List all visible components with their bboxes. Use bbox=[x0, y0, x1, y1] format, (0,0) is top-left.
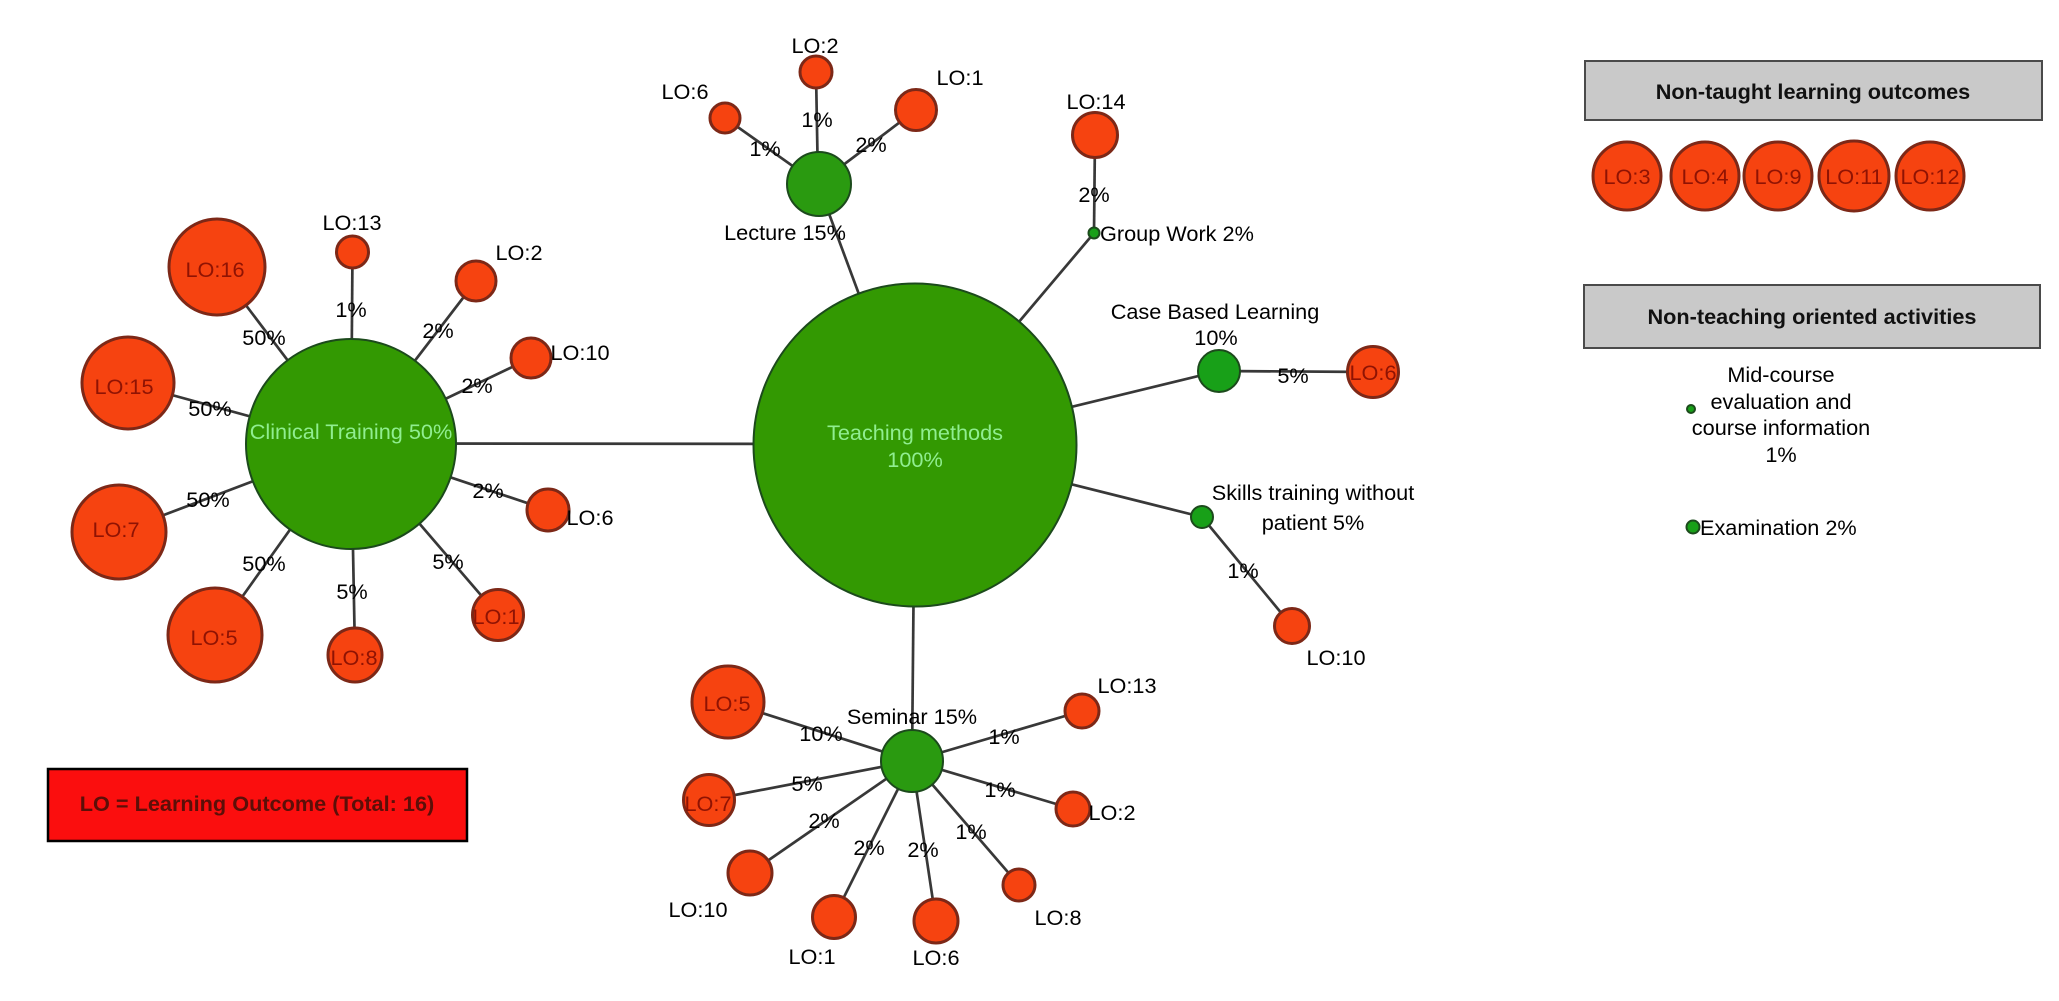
svg-text:10%: 10% bbox=[1194, 325, 1237, 350]
svg-text:10%: 10% bbox=[799, 721, 842, 746]
svg-text:LO:2: LO:2 bbox=[495, 240, 542, 265]
svg-text:2%: 2% bbox=[472, 478, 503, 503]
svg-text:Examination 2%: Examination 2% bbox=[1700, 515, 1857, 540]
svg-text:LO:3: LO:3 bbox=[1603, 164, 1650, 189]
svg-text:2%: 2% bbox=[422, 318, 453, 343]
svg-text:2%: 2% bbox=[461, 373, 492, 398]
svg-text:LO:13: LO:13 bbox=[322, 210, 381, 235]
svg-text:LO:4: LO:4 bbox=[1681, 164, 1728, 189]
svg-text:LO:12: LO:12 bbox=[1900, 164, 1959, 189]
svg-text:1%: 1% bbox=[335, 297, 366, 322]
svg-text:2%: 2% bbox=[907, 837, 938, 862]
svg-text:2%: 2% bbox=[808, 808, 839, 833]
svg-text:5%: 5% bbox=[1277, 363, 1308, 388]
svg-text:LO:14: LO:14 bbox=[1066, 89, 1125, 114]
svg-text:5%: 5% bbox=[791, 771, 822, 796]
svg-text:LO:11: LO:11 bbox=[1825, 164, 1882, 189]
svg-text:50%: 50% bbox=[242, 325, 285, 350]
svg-text:1%: 1% bbox=[749, 136, 780, 161]
svg-text:Skills training without: Skills training without bbox=[1212, 480, 1415, 505]
svg-text:LO:15: LO:15 bbox=[94, 374, 153, 399]
svg-text:LO:6: LO:6 bbox=[661, 79, 708, 104]
svg-text:LO = Learning Outcome (Total:: LO = Learning Outcome (Total: 16) bbox=[80, 791, 434, 816]
svg-text:LO:2: LO:2 bbox=[1088, 800, 1135, 825]
svg-text:2%: 2% bbox=[855, 132, 886, 157]
svg-text:Clinical Training 50%: Clinical Training 50% bbox=[250, 419, 453, 444]
svg-text:LO:6: LO:6 bbox=[912, 945, 959, 970]
svg-text:LO:9: LO:9 bbox=[1754, 164, 1801, 189]
svg-text:Lecture 15%: Lecture 15% bbox=[724, 220, 846, 245]
svg-text:patient 5%: patient 5% bbox=[1262, 510, 1365, 535]
svg-text:LO:7: LO:7 bbox=[684, 791, 731, 816]
svg-text:LO:8: LO:8 bbox=[1034, 905, 1081, 930]
svg-text:LO:10: LO:10 bbox=[550, 340, 609, 365]
svg-text:50%: 50% bbox=[188, 396, 231, 421]
svg-text:50%: 50% bbox=[186, 487, 229, 512]
svg-text:evaluation and: evaluation and bbox=[1710, 389, 1851, 414]
svg-text:LO:8: LO:8 bbox=[330, 645, 377, 670]
svg-text:1%: 1% bbox=[955, 819, 986, 844]
svg-text:Teaching methods: Teaching methods bbox=[827, 420, 1003, 445]
svg-text:course information: course information bbox=[1692, 415, 1870, 440]
svg-text:1%: 1% bbox=[801, 107, 832, 132]
svg-text:LO:5: LO:5 bbox=[190, 625, 237, 650]
svg-text:Non-teaching oriented activiti: Non-teaching oriented activities bbox=[1648, 304, 1977, 329]
svg-text:LO:10: LO:10 bbox=[1306, 645, 1365, 670]
svg-text:LO:2: LO:2 bbox=[791, 33, 838, 58]
svg-text:50%: 50% bbox=[242, 551, 285, 576]
svg-text:Case Based Learning: Case Based Learning bbox=[1111, 299, 1320, 324]
svg-text:LO:1: LO:1 bbox=[472, 604, 519, 629]
svg-text:Seminar 15%: Seminar 15% bbox=[847, 704, 977, 729]
svg-text:5%: 5% bbox=[432, 549, 463, 574]
svg-text:1%: 1% bbox=[1227, 558, 1258, 583]
svg-text:LO:13: LO:13 bbox=[1097, 673, 1156, 698]
svg-text:1%: 1% bbox=[988, 724, 1019, 749]
svg-text:1%: 1% bbox=[1765, 442, 1796, 467]
svg-text:Group Work 2%: Group Work 2% bbox=[1100, 221, 1254, 246]
svg-text:LO:7: LO:7 bbox=[92, 517, 139, 542]
svg-text:Mid-course: Mid-course bbox=[1727, 362, 1834, 387]
svg-text:2%: 2% bbox=[853, 835, 884, 860]
svg-text:LO:5: LO:5 bbox=[703, 691, 750, 716]
svg-text:LO:16: LO:16 bbox=[185, 257, 244, 282]
svg-text:5%: 5% bbox=[336, 579, 367, 604]
svg-text:LO:6: LO:6 bbox=[1349, 360, 1396, 385]
svg-text:LO:1: LO:1 bbox=[788, 944, 835, 969]
svg-text:100%: 100% bbox=[887, 447, 942, 472]
svg-text:LO:1: LO:1 bbox=[936, 65, 983, 90]
svg-text:2%: 2% bbox=[1078, 182, 1109, 207]
svg-text:1%: 1% bbox=[984, 777, 1015, 802]
svg-text:LO:6: LO:6 bbox=[566, 505, 613, 530]
svg-text:Non-taught learning outcomes: Non-taught learning outcomes bbox=[1656, 79, 1970, 104]
svg-text:LO:10: LO:10 bbox=[668, 897, 727, 922]
